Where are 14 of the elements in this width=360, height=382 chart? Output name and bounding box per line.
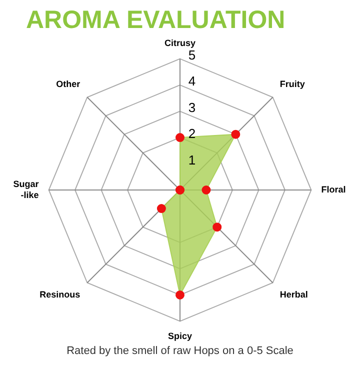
y-tick-label: 1: [188, 152, 196, 168]
spoke-label: Fruity: [280, 79, 305, 90]
text: Rated by the smell of raw Hops on a 0-5 Scale: [66, 345, 294, 357]
y-tick-label: 5: [188, 47, 196, 62]
spoke-label: Resinous: [40, 290, 80, 300]
y-tick-label: 4: [188, 74, 196, 89]
spoke-label: Floral: [321, 184, 346, 194]
spoke-label: Herbal: [280, 290, 308, 300]
spoke-label: Citrusy: [164, 38, 196, 48]
chart-title: AROMA EVALUATION: [25, 5, 286, 36]
spoke-label: Spicy: [168, 331, 192, 342]
y-tick-label: 3: [188, 100, 196, 115]
spoke-label: Other: [56, 79, 81, 90]
spoke-label: Sugar -like: [13, 179, 40, 200]
